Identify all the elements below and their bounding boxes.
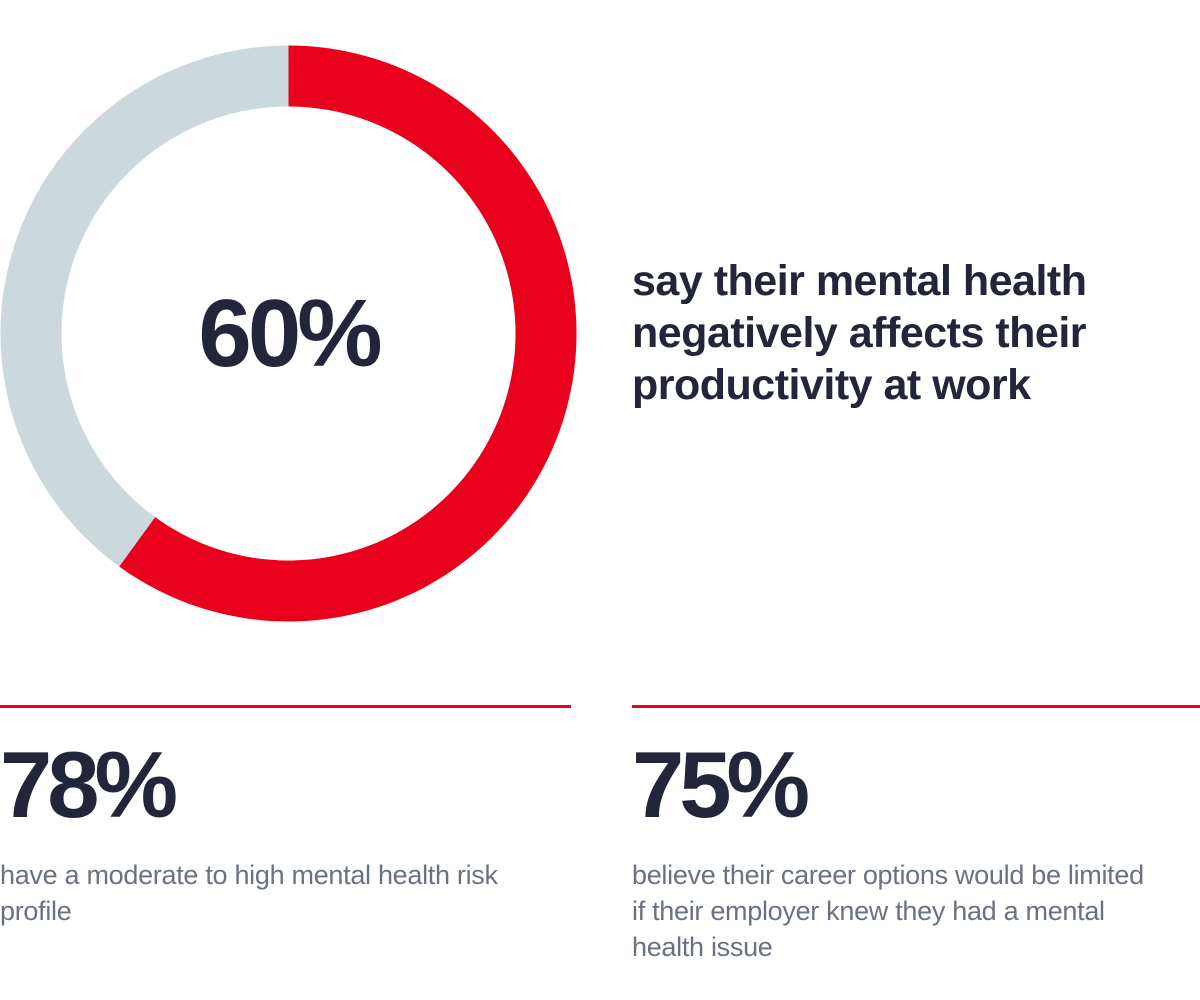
donut-chart: [0, 45, 577, 622]
main-stat-caption: say their mental health negatively affec…: [632, 257, 1087, 409]
donut-slice-remainder: [0, 45, 289, 567]
stat-value: 75%: [632, 732, 810, 837]
stat-value: 78%: [0, 732, 178, 837]
donut-slice-primary: [119, 45, 577, 622]
stat-divider: [0, 705, 571, 708]
stat-description: believe their career options would be li…: [632, 860, 1144, 962]
stat-description: have a moderate to high mental health ri…: [0, 860, 498, 926]
stat-block-career-options: 75% believe their career options would b…: [632, 705, 1200, 965]
stat-block-risk-profile: 78% have a moderate to high mental healt…: [0, 705, 571, 929]
stat-divider: [632, 705, 1200, 708]
